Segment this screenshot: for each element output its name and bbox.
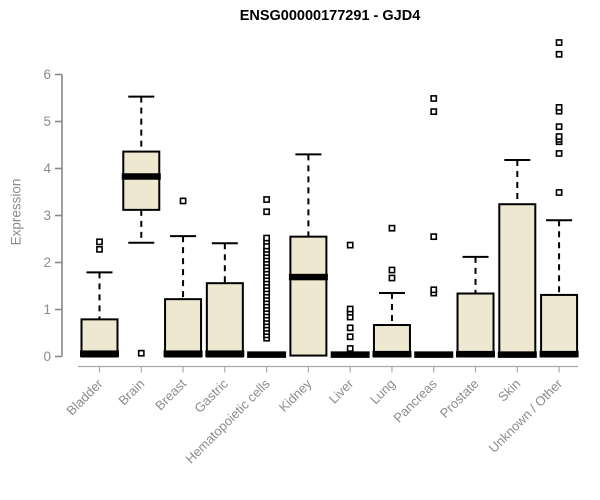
outlier-marker [430, 233, 438, 241]
outlier-marker [96, 238, 103, 246]
box-group [121, 95, 161, 357]
y-tick-label: 2 [43, 255, 51, 270]
box-group [414, 95, 454, 358]
x-tick-label: Brain [115, 376, 147, 408]
outlier-marker [388, 274, 396, 282]
outlier-marker [388, 224, 396, 232]
median-line [330, 351, 370, 358]
median-line [497, 351, 537, 358]
median-line [205, 350, 245, 357]
box-group [205, 242, 245, 358]
median-line [456, 350, 496, 358]
outlier-marker [263, 196, 271, 203]
y-axis-title: Expression [8, 178, 24, 246]
y-tick-label: 6 [43, 67, 51, 82]
x-tick-label: Bladder [63, 376, 106, 419]
y-tick-label: 1 [43, 302, 51, 317]
x-tick-label: Breast [152, 376, 189, 413]
box-group [456, 255, 496, 358]
median-line [288, 273, 328, 281]
box [456, 292, 495, 358]
box-group [372, 224, 412, 358]
y-tick-label: 4 [43, 161, 51, 176]
outlier-marker [388, 266, 396, 274]
box [498, 203, 537, 358]
box [164, 298, 203, 358]
outlier-marker [346, 333, 354, 341]
outlier-marker [346, 241, 354, 249]
median-line [539, 350, 579, 358]
x-tick-label: Lung [367, 376, 398, 407]
x-tick-label: Prostate [437, 376, 482, 421]
outlier-marker [96, 245, 103, 253]
outlier-marker [555, 123, 563, 131]
median-line [372, 350, 412, 358]
outlier-marker [179, 197, 187, 205]
median-line [80, 350, 119, 357]
box-group [80, 238, 119, 358]
outlier-marker [555, 104, 563, 111]
outlier-marker [137, 349, 145, 357]
outlier-marker [263, 234, 271, 242]
y-tick-label: 0 [43, 349, 51, 364]
box [289, 235, 328, 357]
box-group [163, 197, 203, 358]
box-group [288, 153, 328, 357]
median-line [414, 351, 454, 358]
outlier-marker [555, 150, 563, 157]
outlier-marker [346, 324, 354, 332]
box-group [247, 196, 287, 358]
outlier-marker [346, 305, 354, 313]
chart-title: ENSG00000177291 - GJD4 [239, 8, 421, 24]
outlier-marker [555, 189, 563, 196]
median-line [247, 351, 287, 358]
x-tick-label: Pancreas [390, 376, 440, 426]
outlier-marker [555, 50, 563, 58]
outlier-marker [555, 39, 563, 46]
outlier-marker [430, 95, 438, 102]
outlier-marker [263, 208, 271, 216]
box-group [330, 241, 370, 358]
box [122, 150, 161, 211]
x-tick-label: Gastric [191, 376, 231, 416]
outlier-marker [555, 133, 563, 140]
outlier-marker [346, 345, 354, 352]
x-tick-label: Skin [495, 376, 523, 404]
x-tick-label: Unknown / Other [486, 376, 566, 456]
outlier-marker [430, 286, 438, 294]
y-tick-label: 3 [43, 208, 51, 223]
box-group [539, 39, 579, 358]
y-axis: 0 1 2 3 4 5 6 [43, 67, 63, 364]
x-tick-label: Kidney [276, 376, 315, 415]
outlier-marker [430, 108, 438, 116]
box-group [497, 159, 537, 358]
box [205, 282, 244, 358]
median-line [163, 350, 203, 357]
box [540, 293, 579, 358]
median-line [121, 173, 161, 180]
y-tick-label: 5 [43, 114, 51, 129]
x-tick-label: Liver [326, 376, 357, 407]
